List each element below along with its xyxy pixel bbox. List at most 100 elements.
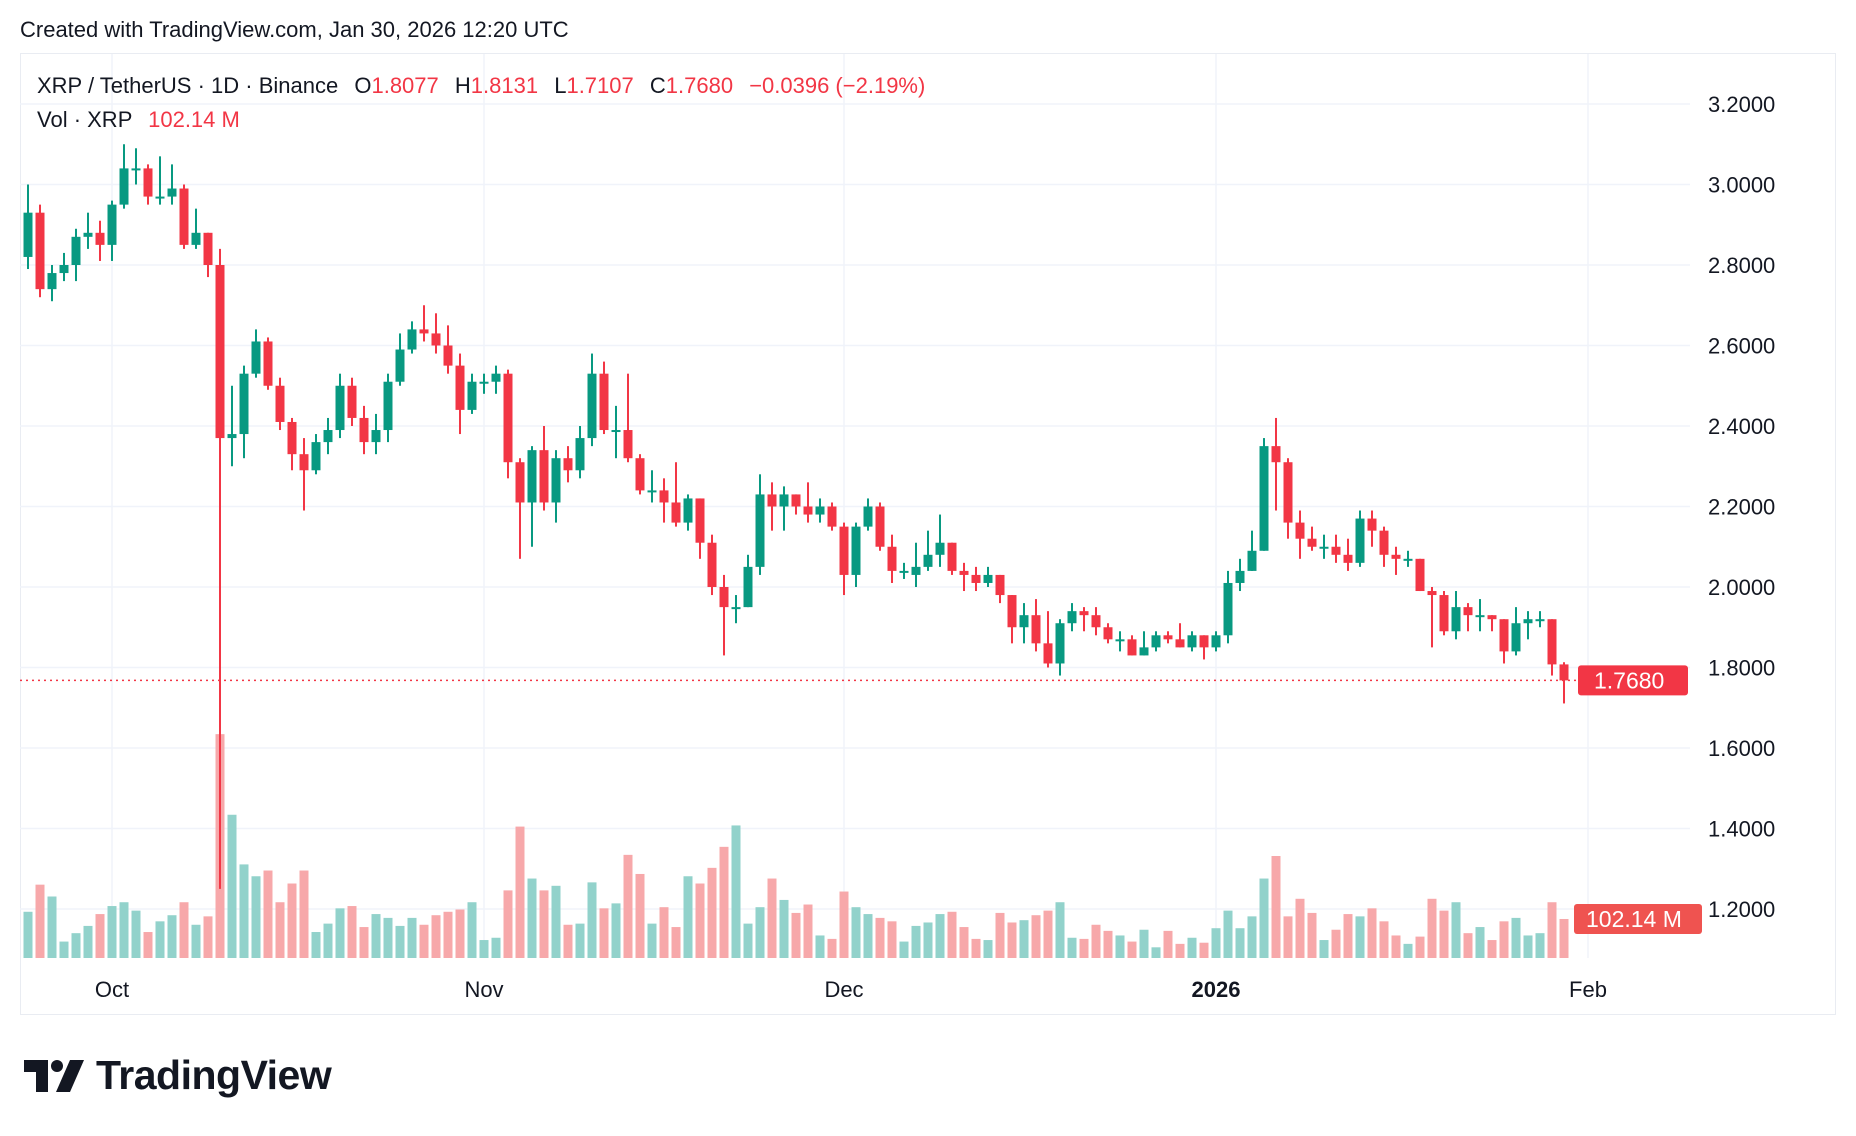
volume-bar bbox=[347, 906, 357, 958]
candle-body bbox=[443, 345, 453, 366]
candle bbox=[1175, 623, 1185, 648]
candle bbox=[923, 530, 933, 571]
volume-bar bbox=[1007, 922, 1017, 958]
volume-bar bbox=[563, 924, 573, 958]
candle-body bbox=[779, 494, 789, 507]
volume-bar bbox=[851, 907, 861, 958]
candle-body bbox=[1175, 639, 1185, 648]
volume-bar bbox=[839, 891, 849, 958]
candle bbox=[1343, 538, 1353, 571]
candle-body bbox=[851, 526, 861, 575]
candle bbox=[1223, 570, 1233, 644]
candle-body bbox=[383, 381, 393, 431]
y-tick-label: 3.2000 bbox=[1708, 92, 1775, 117]
volume-bar bbox=[1043, 910, 1053, 958]
y-tick-label: 2.0000 bbox=[1708, 575, 1775, 600]
candles bbox=[23, 144, 1569, 889]
candle bbox=[1403, 550, 1413, 567]
candle-body bbox=[191, 232, 201, 245]
candle bbox=[671, 462, 681, 527]
candle-body bbox=[1439, 595, 1449, 632]
volume-bar bbox=[1559, 918, 1569, 958]
candle bbox=[1391, 546, 1401, 575]
candle bbox=[935, 514, 945, 567]
candle-body bbox=[947, 542, 957, 571]
candle bbox=[155, 156, 165, 205]
candle bbox=[1103, 623, 1113, 644]
volume-bar bbox=[431, 915, 441, 958]
candle bbox=[1475, 599, 1485, 632]
candle-body bbox=[683, 498, 693, 523]
candle bbox=[899, 562, 909, 579]
volume-bars bbox=[23, 734, 1569, 958]
candle-body bbox=[1343, 554, 1353, 563]
candle bbox=[1355, 510, 1365, 567]
volume-bar bbox=[995, 912, 1005, 958]
volume-bar bbox=[407, 917, 417, 958]
volume-bar bbox=[191, 924, 201, 958]
volume-bar bbox=[743, 923, 753, 958]
candle bbox=[1091, 607, 1101, 636]
volume-bar bbox=[719, 846, 729, 958]
candle bbox=[1559, 662, 1569, 704]
volume-bar bbox=[1211, 928, 1221, 958]
candle-body bbox=[251, 341, 261, 374]
x-tick-label: Dec bbox=[824, 977, 863, 1002]
candle-body bbox=[995, 574, 1005, 596]
candle bbox=[707, 534, 717, 596]
volume-bar bbox=[1451, 902, 1461, 958]
volume-bar bbox=[863, 914, 873, 958]
candle bbox=[407, 321, 417, 354]
candle-body bbox=[803, 506, 813, 515]
chart-panel[interactable] bbox=[20, 53, 1836, 1015]
candle-body bbox=[887, 546, 897, 571]
volume-bar bbox=[599, 908, 609, 958]
candle bbox=[131, 148, 141, 185]
candle bbox=[227, 385, 237, 467]
candle-body bbox=[1139, 647, 1149, 656]
volume-bar bbox=[335, 908, 345, 958]
volume-bar bbox=[899, 941, 909, 958]
candle-body bbox=[275, 385, 285, 422]
candle-body bbox=[1019, 615, 1029, 628]
candle bbox=[1415, 558, 1425, 592]
symbol-title[interactable]: XRP / TetherUS · 1D · Binance bbox=[37, 73, 339, 98]
candle-body bbox=[695, 498, 705, 543]
candle-body bbox=[503, 373, 513, 463]
volume-bar bbox=[263, 870, 273, 958]
candle bbox=[527, 446, 537, 547]
volume-bar bbox=[611, 903, 621, 958]
candle bbox=[83, 212, 93, 249]
volume-bar bbox=[539, 890, 549, 958]
candle-body bbox=[431, 333, 441, 346]
volume-bar bbox=[875, 917, 885, 958]
candle-body bbox=[1463, 607, 1473, 616]
candle-body bbox=[755, 494, 765, 567]
candle-body bbox=[527, 450, 537, 503]
candle-body bbox=[767, 494, 777, 507]
volume-bar bbox=[1475, 927, 1485, 958]
candle bbox=[167, 164, 177, 205]
volume-bar bbox=[1067, 937, 1077, 958]
candle bbox=[215, 248, 225, 889]
volume-bar bbox=[323, 923, 333, 958]
candle bbox=[659, 478, 669, 523]
volume-label[interactable]: Vol · XRP bbox=[37, 107, 132, 132]
low-value: 1.7107 bbox=[566, 73, 634, 98]
volume-bar bbox=[179, 902, 189, 958]
candle-body bbox=[347, 385, 357, 418]
candle bbox=[587, 353, 597, 447]
candle-body bbox=[299, 454, 309, 471]
candle bbox=[1331, 534, 1341, 563]
candle bbox=[1271, 417, 1281, 511]
volume-bar bbox=[683, 876, 693, 958]
candle bbox=[383, 373, 393, 443]
volume-bar bbox=[59, 941, 69, 958]
candle bbox=[479, 373, 489, 394]
candle-body bbox=[35, 212, 45, 290]
candle bbox=[23, 184, 33, 270]
tradingview-logo[interactable]: TradingView bbox=[24, 1052, 332, 1099]
volume-bar bbox=[623, 854, 633, 958]
candle-body bbox=[1067, 611, 1077, 624]
